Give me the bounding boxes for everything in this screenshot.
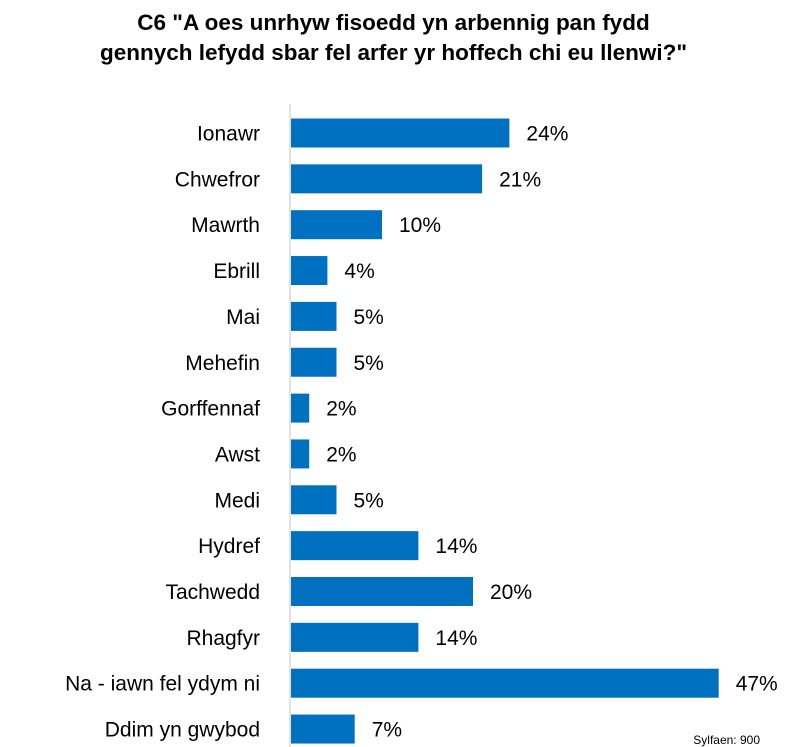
data-label: 14% <box>435 535 477 558</box>
bar <box>291 439 310 469</box>
bar <box>291 256 328 286</box>
category-label: Rhagfyr <box>186 627 260 650</box>
category-label: Medi <box>214 489 260 512</box>
category-label: Gorffennaf <box>161 398 260 421</box>
bar <box>291 347 337 377</box>
chart-title-line-1: C6 "A oes unrhyw fisoedd yn arbennig pan… <box>137 10 650 35</box>
chart-title: C6 "A oes unrhyw fisoedd yn arbennig pan… <box>0 8 787 68</box>
bar <box>291 622 419 652</box>
data-label: 20% <box>490 581 532 604</box>
bar <box>291 301 337 331</box>
data-label: 5% <box>354 306 384 329</box>
category-label: Tachwedd <box>165 581 260 604</box>
data-label: 24% <box>526 123 568 146</box>
bar <box>291 118 510 148</box>
bar <box>291 668 719 698</box>
category-label: Awst <box>215 443 260 466</box>
category-label: Mehefin <box>185 352 260 375</box>
category-label: Chwefror <box>175 168 260 191</box>
data-label: 2% <box>326 398 356 421</box>
data-label: 7% <box>372 719 402 742</box>
category-label: Mawrth <box>191 214 260 237</box>
category-label: Ddim yn gwybod <box>105 719 260 742</box>
data-label: 47% <box>736 673 778 696</box>
chart-title-line-2: gennych lefydd sbar fel arfer yr hoffech… <box>99 40 688 65</box>
data-label: 10% <box>399 214 441 237</box>
data-label: 5% <box>354 352 384 375</box>
category-label: Mai <box>226 306 260 329</box>
bar <box>291 577 473 606</box>
category-label: Ebrill <box>213 260 260 283</box>
category-label: Na - iawn fel ydym ni <box>65 673 260 696</box>
bar <box>291 393 310 423</box>
data-label: 2% <box>326 443 356 466</box>
bar <box>291 714 355 744</box>
bar <box>291 531 419 561</box>
category-label: Ionawr <box>197 123 260 146</box>
base-note: Sylfaen: 900 <box>693 733 760 747</box>
data-label: 14% <box>435 627 477 650</box>
bar <box>291 164 483 194</box>
bar <box>291 485 337 515</box>
category-label: Hydref <box>198 535 260 558</box>
data-label: 21% <box>499 168 541 191</box>
data-label: 4% <box>344 260 374 283</box>
data-label: 5% <box>354 489 384 512</box>
bar <box>291 210 382 240</box>
